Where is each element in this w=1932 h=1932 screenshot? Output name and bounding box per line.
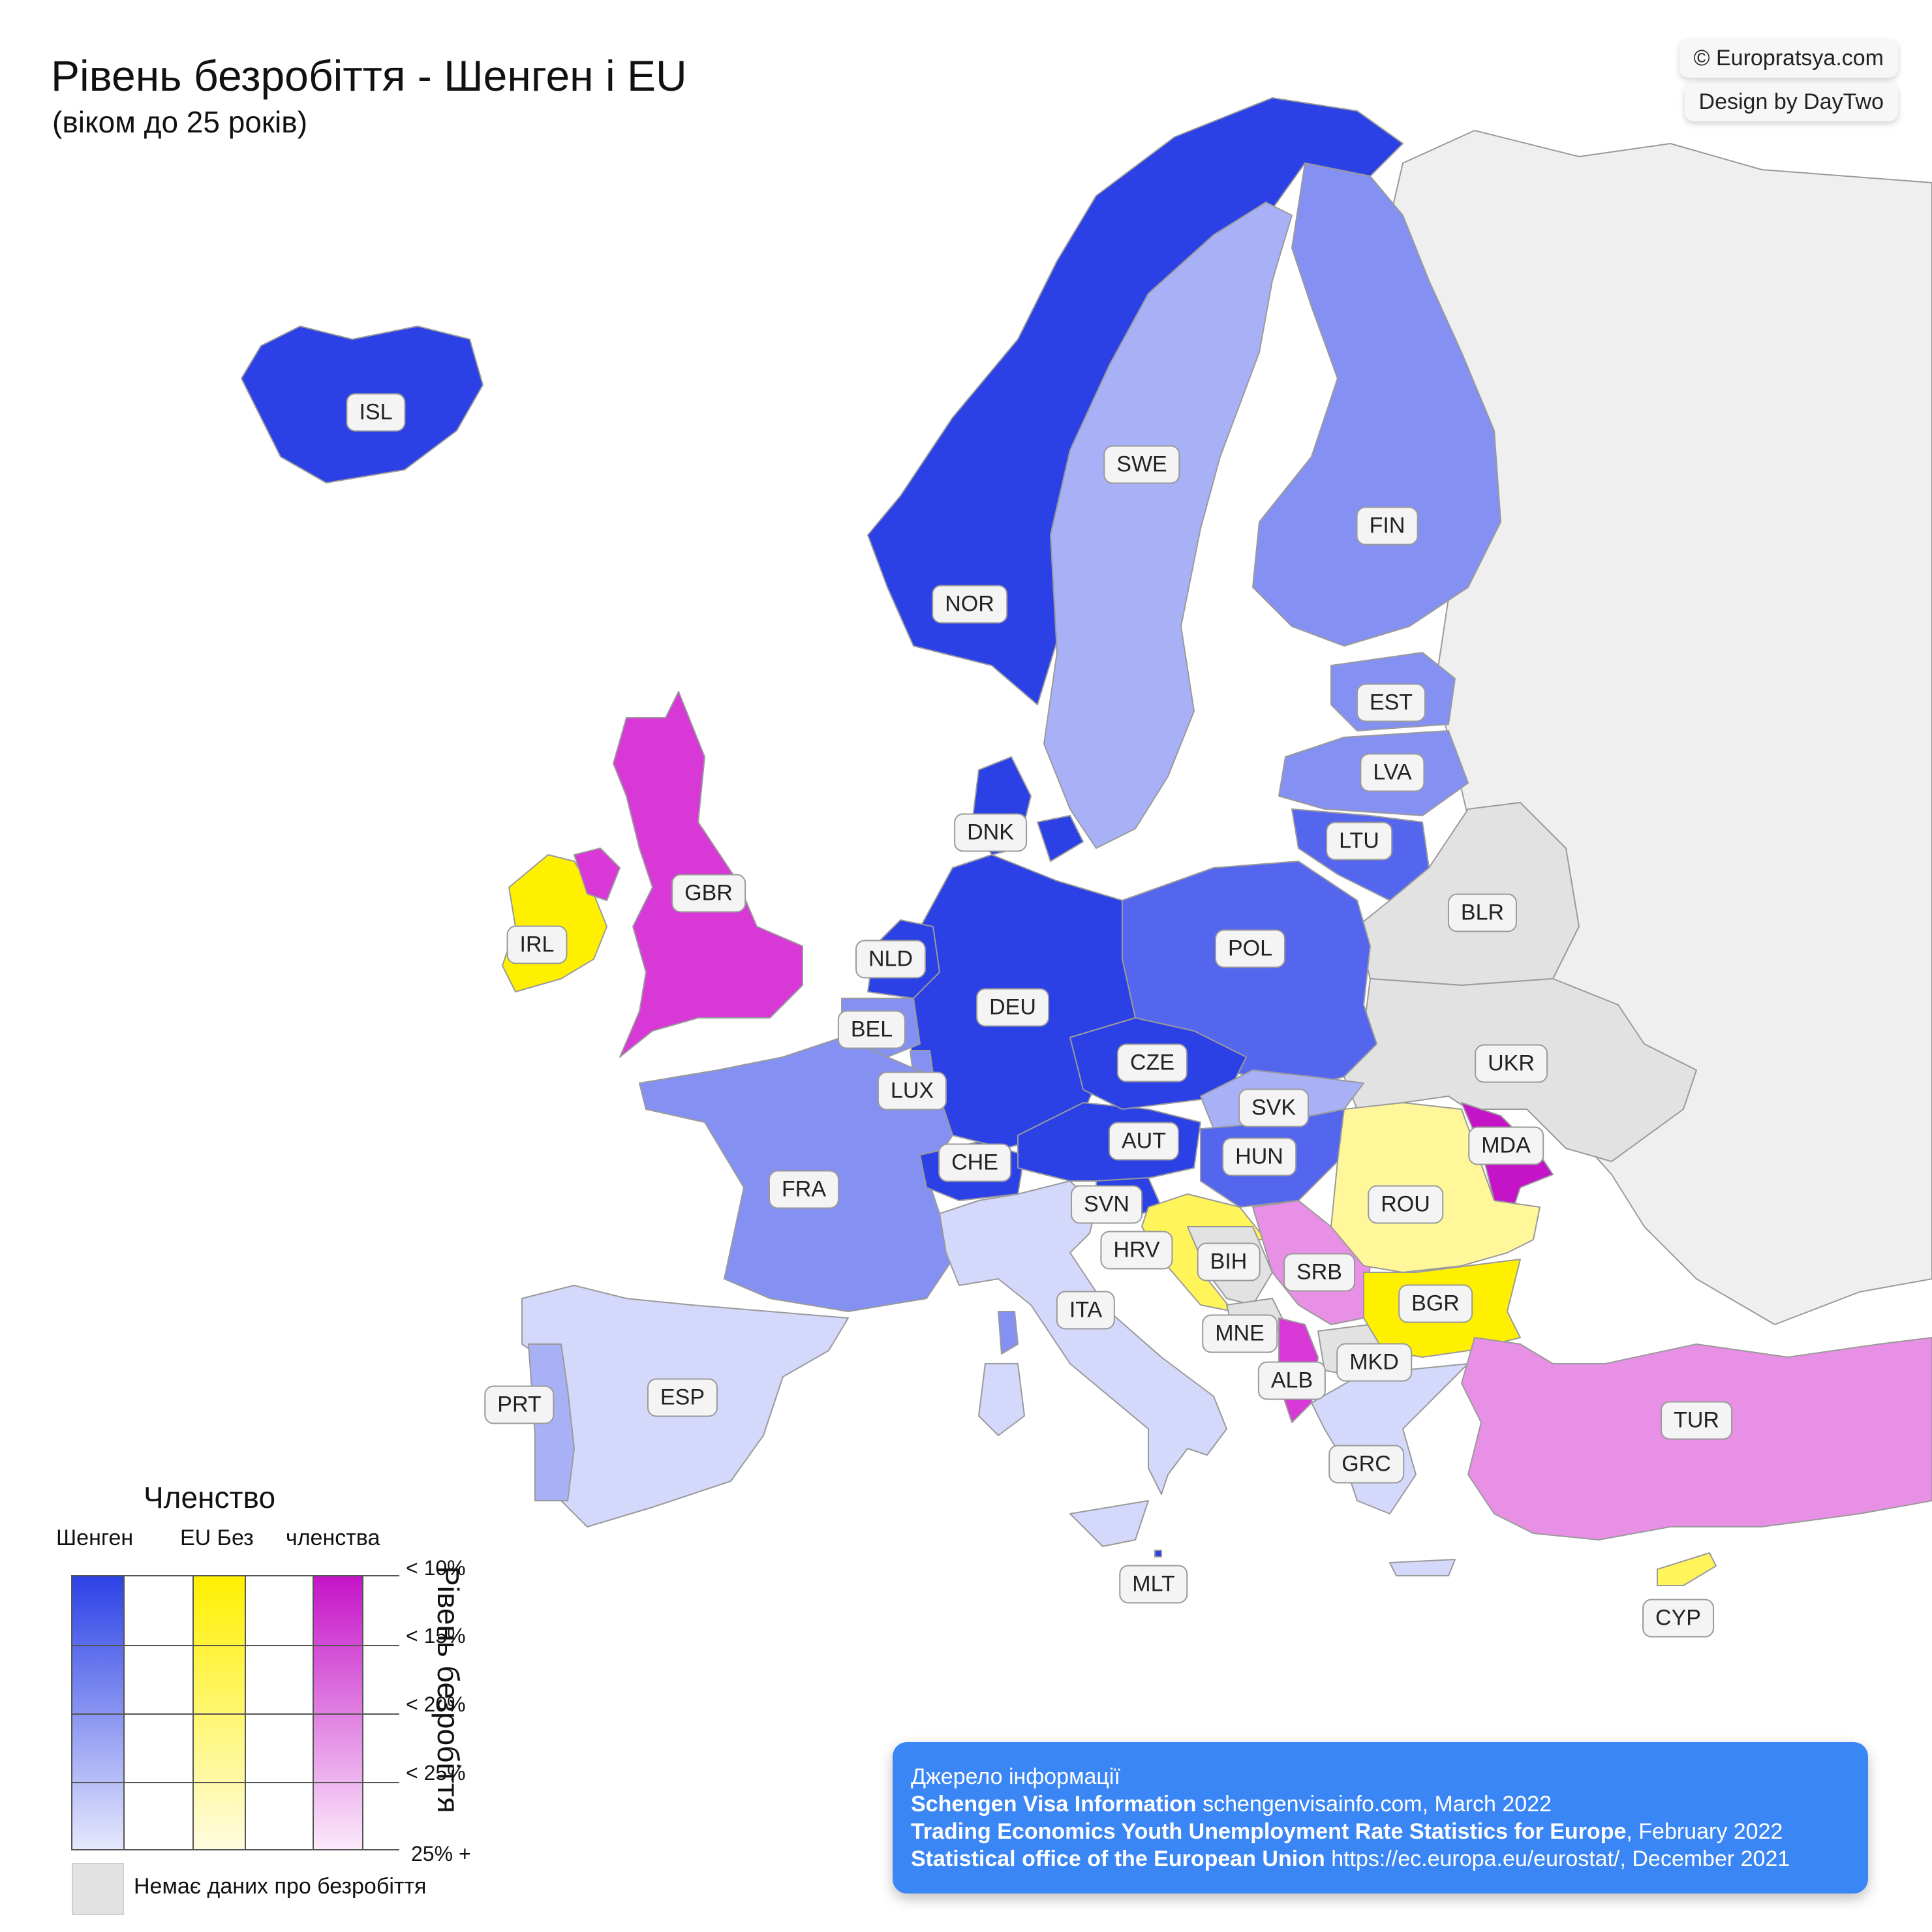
label-MNE: MNE xyxy=(1202,1314,1278,1353)
label-GRC: GRC xyxy=(1328,1445,1404,1484)
label-DNK: DNK xyxy=(954,813,1027,852)
label-CYP: CYP xyxy=(1642,1599,1714,1638)
legend-tick-25plus: 25% + xyxy=(411,1842,471,1865)
legend-title: Членство xyxy=(144,1480,276,1514)
label-BIH: BIH xyxy=(1197,1242,1261,1281)
label-ALB: ALB xyxy=(1257,1361,1326,1400)
label-IRL: IRL xyxy=(506,925,568,964)
country-ITA-sicily xyxy=(1069,1500,1149,1547)
label-ROU: ROU xyxy=(1368,1185,1443,1224)
label-CHE: CHE xyxy=(938,1143,1011,1182)
country-MLT xyxy=(1154,1550,1162,1557)
label-NLD: NLD xyxy=(855,940,927,979)
country-DNK-islands xyxy=(1037,815,1084,862)
label-MDA: MDA xyxy=(1468,1126,1544,1165)
legend-tick-20: < 20% xyxy=(406,1693,466,1716)
source-line-2: Trading Economics Youth Unemployment Rat… xyxy=(911,1819,1783,1844)
label-HRV: HRV xyxy=(1100,1231,1173,1270)
label-FIN: FIN xyxy=(1356,506,1418,545)
label-POL: POL xyxy=(1214,929,1286,968)
legend-col-schengen: Шенген xyxy=(56,1526,134,1550)
label-HUN: HUN xyxy=(1222,1137,1296,1176)
label-DEU: DEU xyxy=(976,988,1049,1027)
label-LTU: LTU xyxy=(1326,821,1392,861)
label-SVK: SVK xyxy=(1238,1088,1310,1127)
source-line-1: Schengen Visa Information schengenvisain… xyxy=(911,1792,1552,1817)
country-GRC xyxy=(1311,1363,1469,1514)
label-GBR: GBR xyxy=(671,874,746,913)
country-ITA-sardinia xyxy=(978,1363,1025,1436)
map-title: Рівень безробіття - Шенген і EU xyxy=(51,52,687,100)
map-subtitle: (віком до 25 років) xyxy=(52,105,308,139)
label-ITA: ITA xyxy=(1056,1291,1116,1330)
label-ESP: ESP xyxy=(647,1378,718,1417)
label-LVA: LVA xyxy=(1360,753,1425,792)
legend-col-nonmember: членства xyxy=(286,1526,380,1550)
label-MLT: MLT xyxy=(1119,1565,1188,1604)
country-PRT xyxy=(528,1343,575,1501)
country-FIN xyxy=(1252,162,1501,647)
label-SVN: SVN xyxy=(1071,1185,1142,1224)
legend-tick-10: < 10% xyxy=(406,1556,466,1580)
label-EST: EST xyxy=(1356,683,1426,722)
label-BGR: BGR xyxy=(1398,1284,1473,1323)
legend-axis-title: Рівень безробіття xyxy=(431,1566,465,1813)
country-SWE xyxy=(1043,202,1293,849)
label-ISL: ISL xyxy=(346,393,406,432)
source-heading: Джерело інформації xyxy=(911,1764,1120,1789)
legend-no-data-label: Немає даних про безробіття xyxy=(134,1874,427,1899)
label-NOR: NOR xyxy=(932,585,1007,624)
label-FRA: FRA xyxy=(769,1170,839,1209)
label-BEL: BEL xyxy=(837,1010,906,1049)
legend-scale xyxy=(71,1575,399,1850)
country-FRA-corsica xyxy=(998,1311,1019,1355)
country-GRC-crete xyxy=(1389,1559,1456,1576)
credit-designer: Design by DayTwo xyxy=(1684,83,1898,121)
label-UKR: UKR xyxy=(1475,1044,1548,1083)
credit-copyright: © Europratsya.com xyxy=(1679,39,1898,78)
source-box: Джерело інформації Schengen Visa Informa… xyxy=(893,1742,1868,1894)
label-CZE: CZE xyxy=(1117,1043,1188,1082)
legend-tick-15: < 15% xyxy=(406,1624,466,1648)
label-AUT: AUT xyxy=(1109,1122,1179,1161)
legend-col-eu: EU Без xyxy=(180,1526,254,1550)
label-MKD: MKD xyxy=(1336,1343,1412,1382)
label-TUR: TUR xyxy=(1661,1401,1732,1440)
legend-tick-25: < 25% xyxy=(406,1761,466,1785)
label-PRT: PRT xyxy=(484,1385,555,1424)
label-BLR: BLR xyxy=(1447,893,1518,932)
country-CYP xyxy=(1657,1552,1717,1586)
legend-no-data-swatch xyxy=(72,1863,124,1915)
source-line-3: Statistical office of the European Union… xyxy=(911,1847,1790,1871)
label-SWE: SWE xyxy=(1103,445,1180,484)
country-GBR-ni xyxy=(574,848,621,901)
label-LUX: LUX xyxy=(877,1071,947,1111)
label-SRB: SRB xyxy=(1283,1253,1355,1292)
